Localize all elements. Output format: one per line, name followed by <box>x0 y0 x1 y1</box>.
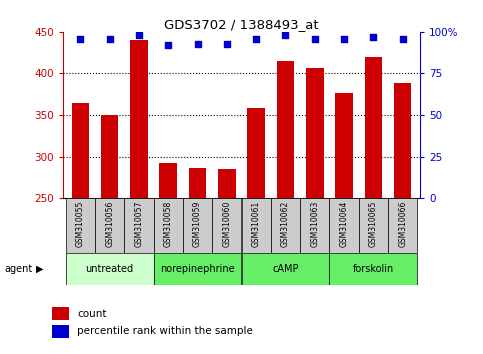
Text: agent: agent <box>5 264 33 274</box>
Text: count: count <box>77 309 107 319</box>
Text: percentile rank within the sample: percentile rank within the sample <box>77 326 253 336</box>
Bar <box>154 198 183 253</box>
Text: cAMP: cAMP <box>272 264 298 274</box>
Text: forskolin: forskolin <box>353 264 394 274</box>
Bar <box>66 253 154 285</box>
Text: GSM310066: GSM310066 <box>398 201 407 247</box>
Bar <box>365 57 382 198</box>
Point <box>369 34 377 40</box>
Bar <box>159 163 177 198</box>
Bar <box>189 168 206 198</box>
Text: ▶: ▶ <box>36 264 44 274</box>
Text: GSM310057: GSM310057 <box>134 201 143 247</box>
Point <box>164 42 172 48</box>
Bar <box>335 93 353 198</box>
Bar <box>101 115 118 198</box>
Point <box>399 36 407 41</box>
Text: norepinephrine: norepinephrine <box>160 264 235 274</box>
Bar <box>154 253 242 285</box>
Bar <box>247 108 265 198</box>
Text: GSM310063: GSM310063 <box>310 201 319 247</box>
Bar <box>242 253 329 285</box>
Point <box>106 36 114 41</box>
Point <box>252 36 260 41</box>
Bar <box>183 198 212 253</box>
Bar <box>95 198 124 253</box>
Text: GSM310065: GSM310065 <box>369 201 378 247</box>
Bar <box>66 198 95 253</box>
Point <box>340 36 348 41</box>
Bar <box>71 103 89 198</box>
Bar <box>277 61 294 198</box>
Bar <box>53 325 69 338</box>
Bar <box>130 40 148 198</box>
Point <box>135 32 143 38</box>
Text: GSM310058: GSM310058 <box>164 201 173 247</box>
Text: GSM310056: GSM310056 <box>105 201 114 247</box>
Point <box>223 41 231 46</box>
Point <box>76 36 84 41</box>
Bar <box>329 253 417 285</box>
Bar <box>306 68 324 198</box>
Point <box>311 36 319 41</box>
Bar <box>394 84 412 198</box>
Text: GSM310061: GSM310061 <box>252 201 261 247</box>
Bar <box>329 198 359 253</box>
Bar <box>218 169 236 198</box>
Text: GSM310062: GSM310062 <box>281 201 290 247</box>
Bar <box>388 198 417 253</box>
Bar <box>300 198 329 253</box>
Point <box>194 41 201 46</box>
Bar <box>53 307 69 320</box>
Bar <box>242 198 271 253</box>
Text: untreated: untreated <box>85 264 134 274</box>
Text: GSM310059: GSM310059 <box>193 201 202 247</box>
Title: GDS3702 / 1388493_at: GDS3702 / 1388493_at <box>164 18 319 31</box>
Text: GSM310055: GSM310055 <box>76 201 85 247</box>
Text: GSM310064: GSM310064 <box>340 201 349 247</box>
Point <box>282 32 289 38</box>
Bar <box>271 198 300 253</box>
Text: GSM310060: GSM310060 <box>222 201 231 247</box>
Bar <box>359 198 388 253</box>
Bar <box>124 198 154 253</box>
Bar <box>212 198 242 253</box>
